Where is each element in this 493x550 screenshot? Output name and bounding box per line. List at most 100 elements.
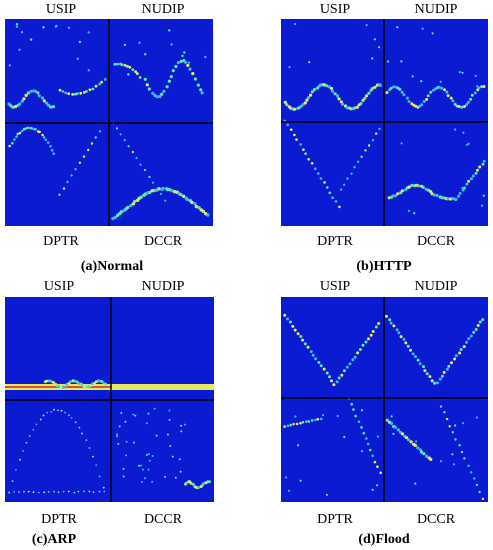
scatter-dot bbox=[396, 26, 399, 29]
scatter-dot bbox=[371, 488, 374, 491]
scatter-dot bbox=[178, 458, 181, 461]
scatter-dot bbox=[151, 91, 155, 95]
scatter-dot bbox=[410, 102, 414, 106]
scatter-dot bbox=[393, 425, 397, 429]
scatter-dot bbox=[360, 426, 363, 429]
scatter-dot bbox=[57, 409, 59, 412]
scatter-dot bbox=[83, 490, 85, 493]
scatter-dot bbox=[431, 88, 435, 92]
scatter-dot bbox=[458, 351, 462, 355]
scatter-dot bbox=[59, 385, 63, 389]
scatter-dot bbox=[320, 417, 323, 421]
scatter-dot bbox=[123, 63, 127, 67]
scatter-dot bbox=[420, 103, 424, 107]
scatter-dot bbox=[453, 197, 457, 201]
scatter-dot bbox=[480, 85, 484, 89]
scatter-dot bbox=[28, 435, 31, 437]
scatter-dot bbox=[371, 57, 374, 60]
scatter-dot bbox=[348, 362, 352, 366]
scatter-dot bbox=[49, 145, 52, 148]
scatter-dot bbox=[23, 490, 25, 493]
scatter-dot bbox=[125, 440, 128, 443]
scatter-dot bbox=[159, 192, 163, 196]
scatter-dot bbox=[181, 54, 184, 58]
scatter-dot bbox=[148, 190, 152, 195]
scatter-dot bbox=[422, 452, 426, 456]
scatter-dot bbox=[26, 91, 30, 95]
scatter-dot bbox=[409, 348, 412, 352]
scatter-dot bbox=[431, 32, 434, 35]
scatter-dot bbox=[425, 97, 429, 101]
scatter-dot bbox=[482, 85, 486, 88]
scatter-dot bbox=[374, 325, 378, 329]
scatter-dot bbox=[58, 193, 61, 196]
scatter-dot bbox=[404, 341, 408, 345]
scatter-dot bbox=[18, 131, 22, 135]
scatter-dot bbox=[308, 61, 311, 64]
scatter-dot bbox=[176, 61, 180, 65]
scatter-dot bbox=[361, 343, 365, 347]
scatter-dot bbox=[8, 144, 11, 148]
scatter-dot bbox=[457, 194, 460, 198]
scatter-dot bbox=[179, 192, 183, 197]
scatter-dot bbox=[473, 91, 477, 95]
scatter-dot bbox=[350, 172, 353, 175]
scatter-dot bbox=[285, 103, 289, 107]
scatter-dot bbox=[8, 491, 11, 494]
scatter-dot bbox=[389, 421, 394, 425]
label-dccr: DCCR bbox=[143, 234, 183, 249]
scatter-dot bbox=[422, 100, 426, 103]
scatter-dot bbox=[303, 101, 307, 105]
scatter-dot bbox=[477, 86, 481, 90]
scatter-dot bbox=[440, 460, 443, 463]
scatter-dot bbox=[151, 455, 154, 457]
scatter-dot bbox=[47, 491, 50, 493]
caption-flood: (d)Flood bbox=[358, 532, 410, 547]
scatter-dot bbox=[439, 405, 443, 408]
scatter-dot bbox=[119, 210, 124, 214]
scatter-dot bbox=[182, 194, 186, 198]
scatter-dot bbox=[309, 350, 313, 354]
label-dptr: DPTR bbox=[317, 234, 353, 249]
scatter-dot bbox=[26, 126, 30, 130]
scatter-dot bbox=[165, 85, 169, 89]
scatter-dot bbox=[168, 409, 171, 412]
scatter-dot bbox=[164, 199, 167, 202]
scatter-dot bbox=[440, 86, 444, 90]
scatter-dot bbox=[353, 355, 357, 359]
scatter-dot bbox=[425, 372, 429, 376]
scatter-dot bbox=[407, 185, 411, 189]
scatter-dot bbox=[11, 141, 14, 145]
scatter-dot bbox=[335, 380, 339, 384]
scatter-dot bbox=[103, 78, 107, 81]
scatter-dot bbox=[171, 455, 174, 458]
scatter-dot bbox=[116, 62, 119, 66]
scatter-dot bbox=[67, 92, 71, 96]
scatter-dot bbox=[360, 409, 364, 412]
scatter-dot bbox=[369, 333, 373, 337]
scatter-dot bbox=[400, 189, 404, 193]
scatter-dot bbox=[283, 425, 286, 428]
scatter-dot bbox=[310, 90, 314, 94]
scatter-dot bbox=[147, 412, 150, 415]
scatter-dot bbox=[64, 91, 68, 95]
scatter-dot bbox=[366, 442, 370, 446]
heatmap-http bbox=[281, 19, 488, 226]
scatter-dot bbox=[20, 31, 24, 34]
scatter-dot bbox=[392, 85, 396, 89]
scatter-dot bbox=[199, 88, 203, 92]
scatter-dot bbox=[351, 358, 355, 362]
scatter-dot bbox=[397, 331, 401, 335]
scatter-dot bbox=[327, 85, 331, 89]
scatter-dot bbox=[421, 27, 424, 30]
label-dptr: DPTR bbox=[317, 512, 353, 527]
scatter-dot bbox=[183, 423, 186, 426]
scatter-dot bbox=[422, 365, 425, 369]
scatter-dot bbox=[196, 83, 200, 87]
scatter-dot bbox=[470, 93, 474, 97]
scatter-dot bbox=[364, 149, 367, 152]
scatter-dot bbox=[335, 94, 340, 98]
scatter-dot bbox=[458, 444, 461, 447]
scatter-dot bbox=[90, 142, 94, 145]
scatter-dot bbox=[410, 183, 414, 187]
